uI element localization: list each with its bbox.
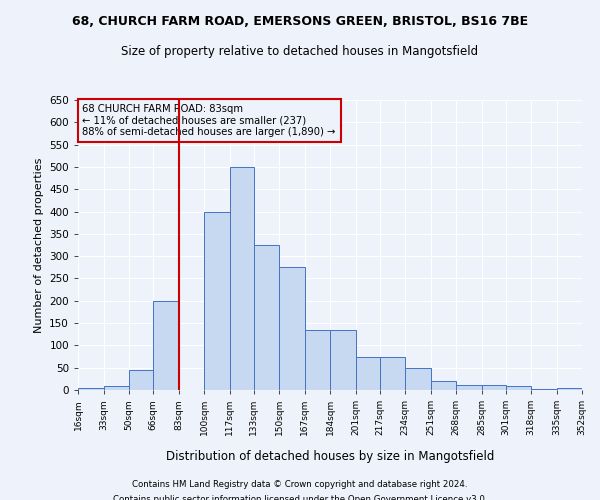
Bar — [78, 388, 104, 390]
Text: 68 CHURCH FARM ROAD: 83sqm
← 11% of detached houses are smaller (237)
88% of sem: 68 CHURCH FARM ROAD: 83sqm ← 11% of deta… — [83, 104, 336, 137]
Y-axis label: Number of detached properties: Number of detached properties — [34, 158, 44, 332]
Bar — [380, 356, 405, 390]
Bar — [229, 167, 254, 390]
Bar — [431, 381, 456, 390]
Bar — [279, 268, 305, 390]
Text: Size of property relative to detached houses in Mangotsfield: Size of property relative to detached ho… — [121, 45, 479, 58]
Text: 68, CHURCH FARM ROAD, EMERSONS GREEN, BRISTOL, BS16 7BE: 68, CHURCH FARM ROAD, EMERSONS GREEN, BR… — [72, 15, 528, 28]
Bar — [557, 388, 582, 390]
Bar — [505, 386, 531, 390]
Bar — [330, 330, 355, 390]
Bar — [104, 386, 129, 390]
Bar — [204, 212, 229, 390]
Bar — [254, 245, 279, 390]
Bar — [305, 330, 330, 390]
Text: Distribution of detached houses by size in Mangotsfield: Distribution of detached houses by size … — [166, 450, 494, 463]
Bar — [355, 356, 380, 390]
Bar — [129, 370, 153, 390]
Bar — [482, 384, 505, 390]
Bar — [531, 388, 557, 390]
Bar — [456, 384, 482, 390]
Text: Contains HM Land Registry data © Crown copyright and database right 2024.: Contains HM Land Registry data © Crown c… — [132, 480, 468, 489]
Bar — [153, 301, 179, 390]
Bar — [405, 368, 431, 390]
Text: Contains public sector information licensed under the Open Government Licence v3: Contains public sector information licen… — [113, 495, 487, 500]
